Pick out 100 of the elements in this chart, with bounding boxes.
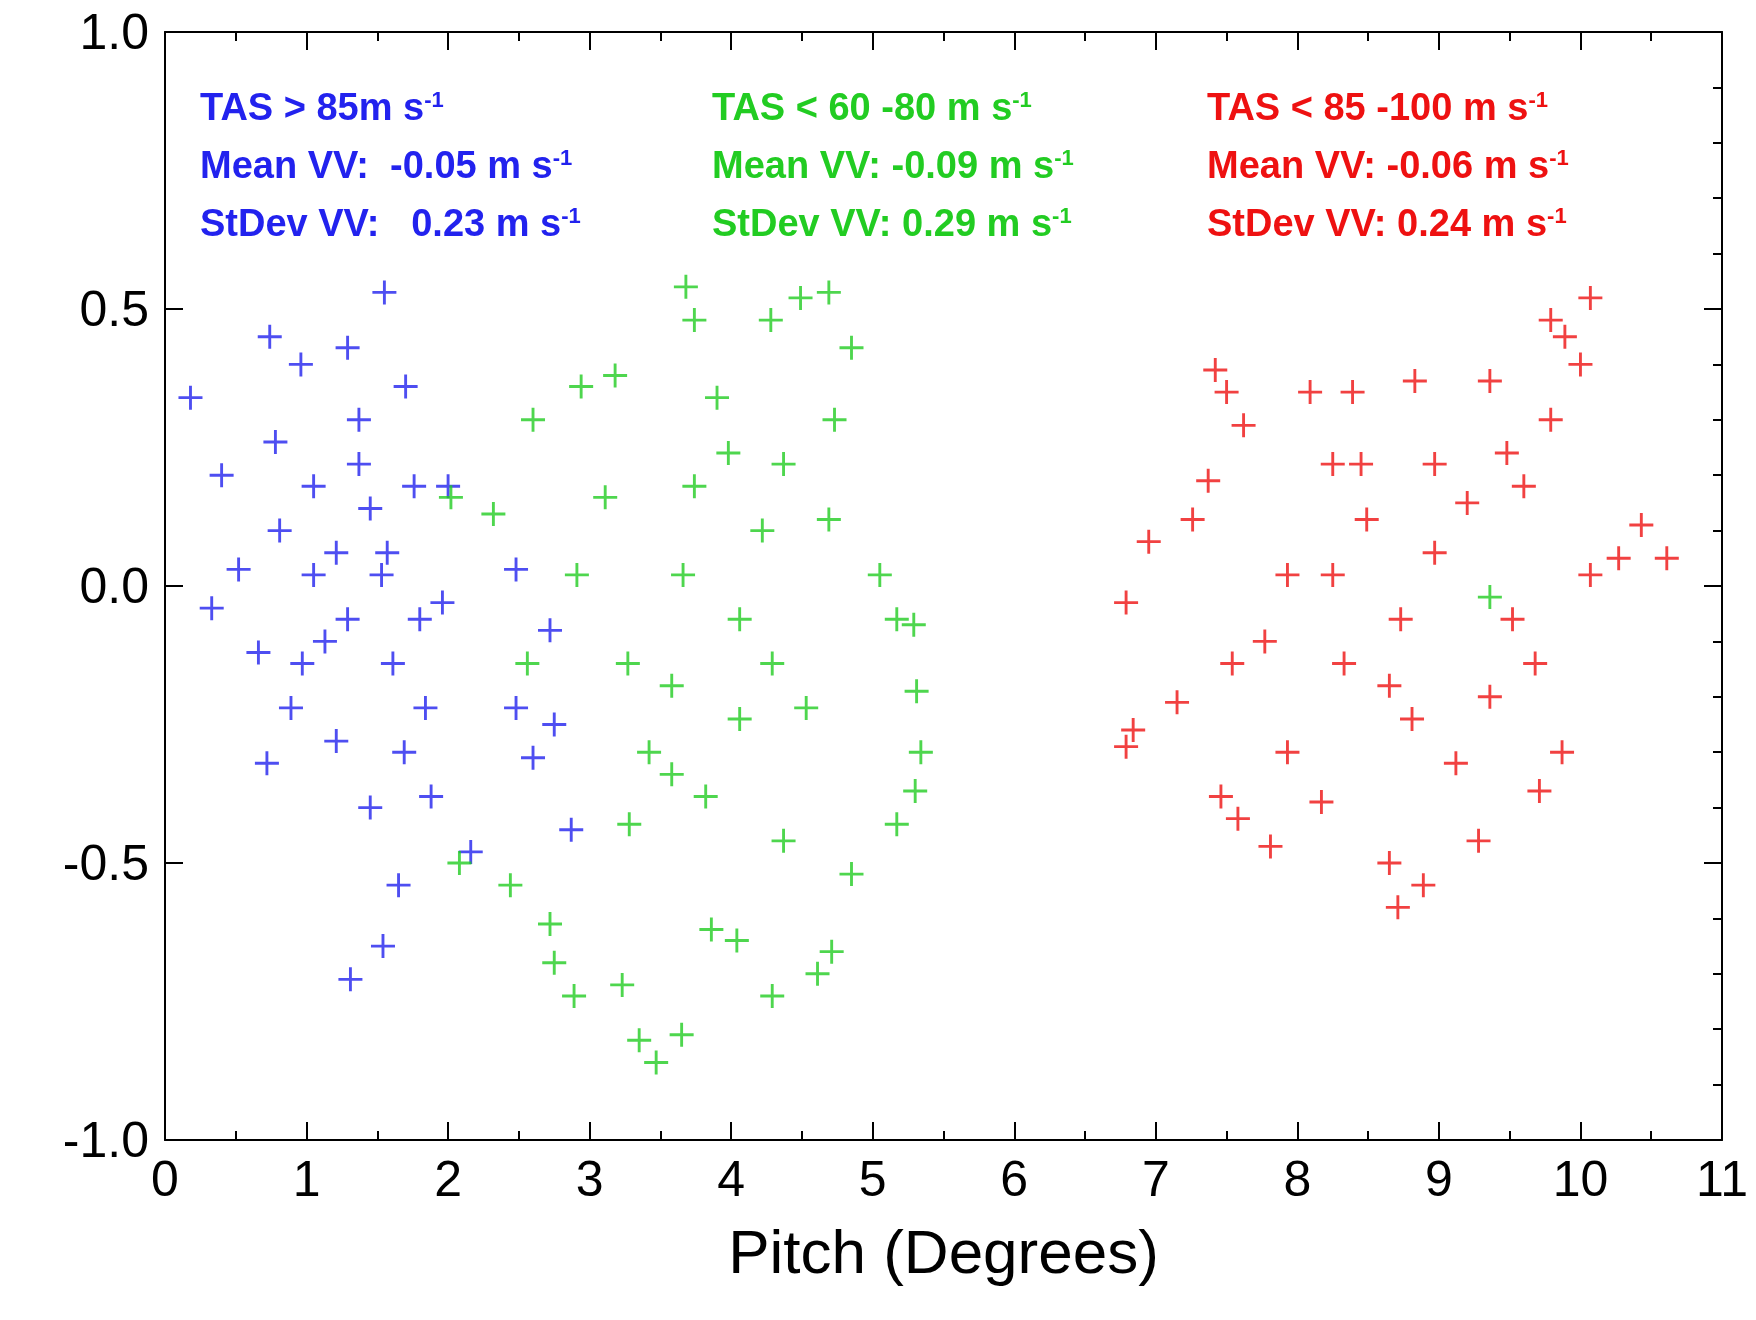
y-tick-label: -1.0 bbox=[62, 1112, 149, 1168]
point bbox=[413, 695, 438, 720]
point bbox=[758, 308, 783, 333]
point bbox=[542, 712, 567, 737]
point bbox=[816, 507, 841, 532]
point bbox=[839, 335, 864, 360]
point bbox=[1538, 407, 1563, 432]
point bbox=[498, 873, 523, 898]
point bbox=[1332, 651, 1357, 676]
point bbox=[760, 651, 785, 676]
point bbox=[617, 812, 642, 837]
point bbox=[226, 557, 251, 582]
point bbox=[822, 407, 847, 432]
point bbox=[1568, 352, 1593, 377]
y-tick-label: 0.5 bbox=[79, 281, 149, 337]
point bbox=[1443, 751, 1468, 776]
point bbox=[901, 612, 926, 637]
point bbox=[407, 607, 432, 632]
point bbox=[1220, 651, 1245, 676]
x-tick-label: 11 bbox=[1696, 1151, 1748, 1207]
point bbox=[372, 280, 397, 305]
point bbox=[788, 285, 813, 310]
point bbox=[1654, 546, 1679, 571]
point bbox=[771, 828, 796, 853]
point bbox=[430, 590, 455, 615]
point bbox=[669, 1022, 694, 1047]
point bbox=[335, 607, 360, 632]
point bbox=[1538, 308, 1563, 333]
point bbox=[615, 651, 640, 676]
point bbox=[884, 607, 909, 632]
point bbox=[246, 640, 271, 665]
y-tick-label: 0.0 bbox=[79, 558, 149, 614]
point bbox=[819, 939, 844, 964]
x-tick-label: 0 bbox=[151, 1151, 179, 1207]
y-tick-label: 1.0 bbox=[79, 4, 149, 60]
point bbox=[564, 562, 589, 587]
point bbox=[1388, 607, 1413, 632]
point bbox=[839, 862, 864, 887]
point bbox=[724, 928, 749, 953]
point bbox=[369, 562, 394, 587]
point bbox=[209, 463, 234, 488]
point bbox=[1114, 734, 1139, 759]
point bbox=[375, 540, 400, 565]
point bbox=[1180, 507, 1205, 532]
point bbox=[1523, 651, 1548, 676]
point bbox=[1136, 529, 1161, 554]
x-tick-label: 10 bbox=[1552, 1151, 1609, 1207]
point bbox=[1578, 285, 1603, 310]
point bbox=[419, 784, 444, 809]
point bbox=[438, 485, 463, 510]
point bbox=[402, 474, 427, 499]
x-axis-title: Pitch (Degrees) bbox=[728, 1216, 1159, 1286]
point bbox=[1477, 585, 1502, 610]
point bbox=[816, 280, 841, 305]
point bbox=[727, 607, 752, 632]
point bbox=[392, 740, 417, 765]
point bbox=[1252, 629, 1277, 654]
point bbox=[682, 308, 707, 333]
point bbox=[1320, 562, 1345, 587]
x-tick-label: 1 bbox=[292, 1151, 321, 1207]
point bbox=[805, 961, 830, 986]
point bbox=[458, 839, 483, 864]
point bbox=[254, 751, 279, 776]
point bbox=[1208, 784, 1233, 809]
point bbox=[1114, 590, 1139, 615]
point bbox=[1606, 546, 1631, 571]
x-tick-label: 2 bbox=[434, 1151, 462, 1207]
point bbox=[1477, 684, 1502, 709]
point bbox=[908, 740, 933, 765]
point bbox=[1511, 474, 1536, 499]
point bbox=[324, 729, 349, 754]
point bbox=[178, 385, 203, 410]
x-tick-label: 3 bbox=[575, 1151, 604, 1207]
point bbox=[338, 967, 363, 992]
point bbox=[610, 972, 635, 997]
point bbox=[637, 740, 662, 765]
point bbox=[542, 950, 567, 975]
point bbox=[290, 651, 315, 676]
point bbox=[603, 363, 628, 388]
point bbox=[794, 695, 819, 720]
point bbox=[346, 407, 371, 432]
point bbox=[380, 651, 405, 676]
point bbox=[301, 474, 326, 499]
x-tick-label: 7 bbox=[1141, 1151, 1170, 1207]
point bbox=[1354, 507, 1379, 532]
point bbox=[693, 784, 718, 809]
point bbox=[386, 873, 411, 898]
point bbox=[301, 562, 326, 587]
point bbox=[904, 679, 929, 704]
point bbox=[1578, 562, 1603, 587]
point bbox=[1385, 895, 1410, 920]
point bbox=[267, 518, 292, 543]
point bbox=[569, 374, 594, 399]
x-tick-label: 6 bbox=[1000, 1151, 1029, 1207]
point bbox=[659, 673, 684, 698]
point bbox=[335, 335, 360, 360]
x-tick-label: 4 bbox=[717, 1151, 746, 1207]
point bbox=[515, 651, 540, 676]
point bbox=[1422, 452, 1447, 477]
point bbox=[559, 817, 584, 842]
